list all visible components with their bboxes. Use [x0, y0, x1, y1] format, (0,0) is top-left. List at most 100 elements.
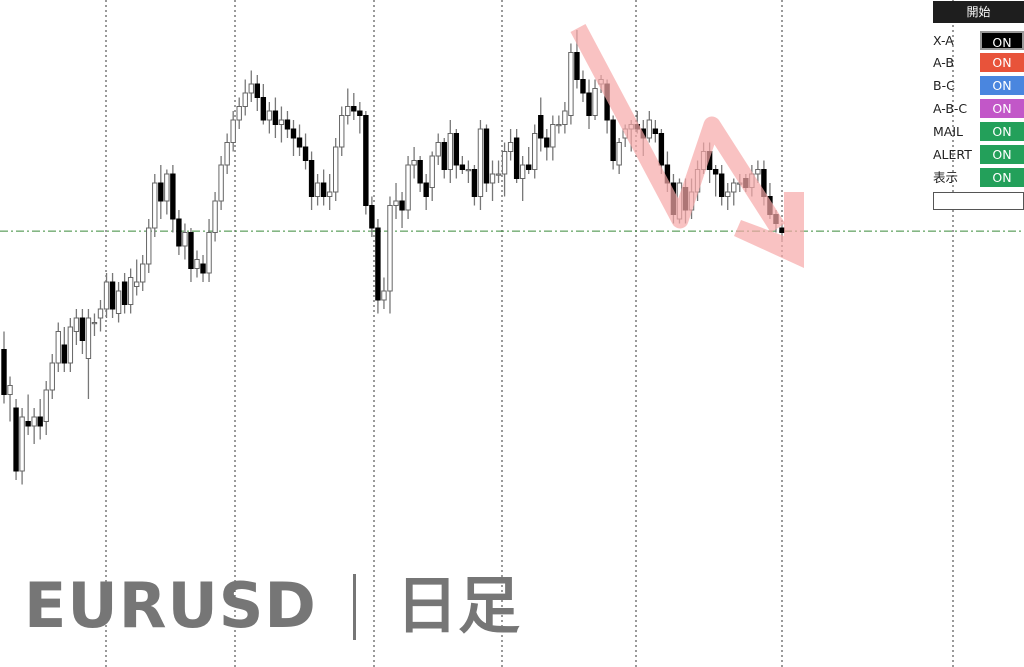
candle-bearish [586, 92, 592, 116]
candle-bullish [731, 182, 737, 193]
candle-bullish [224, 142, 230, 166]
candle-bearish [25, 421, 31, 427]
candle-bullish [103, 281, 110, 310]
toggle-row-display: 表示 ON [933, 168, 1024, 187]
toggle-label: X-A [933, 33, 954, 48]
candle-bearish [544, 137, 550, 148]
candle-bearish [170, 173, 176, 220]
candle-bullish [43, 389, 49, 422]
toggle-row-mail: MAIL ON [933, 122, 1024, 141]
toggle-a-b-c-button[interactable]: ON [980, 99, 1024, 118]
candle-bearish [652, 128, 659, 134]
candle-bullish [31, 416, 37, 427]
candle-bullish [91, 322, 98, 325]
candle-bullish [278, 119, 285, 125]
candle-bullish [230, 119, 236, 143]
candle-bullish [405, 164, 411, 211]
toggle-row-a-b: A-B ON [933, 53, 1024, 72]
start-button[interactable]: 開始 [933, 1, 1024, 23]
candle-bearish [363, 115, 369, 206]
candle-bearish [357, 110, 363, 116]
toggle-label: B-C [933, 78, 955, 93]
candle-bearish [290, 128, 297, 139]
candle-bullish [248, 83, 254, 94]
candle-bearish [369, 205, 375, 229]
candle-bullish [19, 416, 25, 472]
toggle-display-button[interactable]: ON [980, 168, 1024, 187]
arrow-head [734, 192, 804, 268]
candle-bullish [532, 133, 538, 170]
candle-bearish [513, 137, 520, 179]
candle-bearish [61, 344, 68, 364]
candle-bearish [320, 182, 327, 197]
candle-bullish [242, 92, 248, 107]
toggle-label: MAIL [933, 124, 963, 139]
candle-bearish [260, 97, 267, 121]
candle-bearish [1, 349, 7, 395]
candle-bullish [556, 124, 562, 127]
candle-bullish [49, 362, 55, 391]
timeframe-label: 日足 [396, 569, 521, 642]
candle-bearish [351, 106, 357, 112]
candle-bearish [580, 79, 586, 94]
candle-bullish [333, 146, 339, 193]
candle-bullish [164, 173, 170, 202]
candle-bullish [465, 169, 472, 172]
candle-bearish [399, 200, 405, 211]
caption-divider [353, 574, 356, 640]
candle-bearish [37, 416, 43, 427]
candle-bullish [501, 151, 508, 175]
candle-bullish [140, 263, 146, 283]
candle-bullish [133, 281, 140, 287]
toggle-label: 表示 [933, 170, 959, 185]
toggle-mail-button[interactable]: ON [980, 122, 1024, 141]
candle-bearish [158, 182, 164, 202]
candle-bullish [550, 124, 556, 148]
candle-bullish [152, 182, 158, 229]
toggle-b-c-button[interactable]: ON [980, 76, 1024, 95]
candle-bullish [97, 308, 104, 319]
candle-bearish [779, 227, 785, 233]
candle-bearish [302, 146, 309, 161]
candle-bearish [538, 115, 544, 139]
candle-bearish [375, 227, 381, 301]
candle-bearish [718, 173, 725, 197]
candle-bullish [646, 119, 653, 139]
candle-bearish [712, 169, 719, 175]
candle-bearish [441, 142, 447, 170]
candle-bearish [610, 119, 616, 161]
candle-bullish [85, 317, 92, 359]
candle-bullish [477, 128, 484, 197]
candle-bullish [411, 160, 417, 166]
toggle-x-a-button[interactable]: ON [980, 31, 1024, 50]
candle-bullish [218, 164, 224, 202]
toggle-label: ALERT [933, 147, 972, 162]
toggle-row-x-a: X-A ON [933, 31, 1024, 50]
candle-bearish [176, 218, 182, 247]
candle-bullish [507, 142, 514, 152]
candle-bullish [194, 259, 200, 269]
candle-bullish [489, 173, 496, 184]
candle-bullish [592, 88, 598, 116]
candle-bullish [326, 191, 333, 197]
candle-bearish [423, 182, 429, 197]
candle-bullish [314, 182, 321, 197]
candle-bullish [429, 155, 435, 188]
candle-bearish [471, 169, 478, 197]
downtrend-arrow [570, 24, 786, 233]
candle-bullish [206, 232, 212, 274]
candle-bearish [417, 160, 423, 184]
toggle-a-b-button[interactable]: ON [980, 53, 1024, 72]
candle-bullish [387, 205, 393, 292]
candle-bearish [284, 119, 291, 130]
candle-bullish [447, 133, 453, 170]
panel-input[interactable] [933, 192, 1024, 210]
toggle-alert-button[interactable]: ON [980, 145, 1024, 164]
candle-bullish [7, 385, 13, 395]
candle-bullish [616, 142, 622, 166]
candle-bearish [453, 133, 460, 166]
candle-bullish [495, 173, 502, 176]
candle-bearish [296, 137, 303, 148]
toggle-label: A-B-C [933, 101, 968, 116]
